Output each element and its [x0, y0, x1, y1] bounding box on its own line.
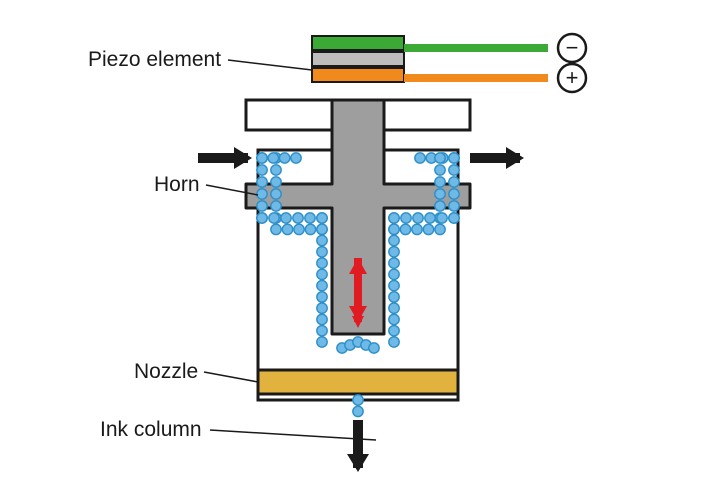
label-nozzle: Nozzle — [134, 360, 198, 384]
label-piezo: Piezo element — [88, 48, 221, 72]
svg-text:−: − — [566, 35, 579, 60]
label-horn: Horn — [154, 173, 200, 197]
svg-text:+: + — [566, 65, 579, 90]
label-ink-column: Ink column — [100, 418, 202, 442]
